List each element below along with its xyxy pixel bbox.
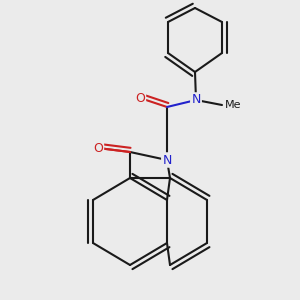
Text: Me: Me [225, 100, 242, 110]
Text: N: N [162, 154, 172, 166]
Text: N: N [191, 94, 201, 106]
Text: O: O [93, 142, 103, 154]
Text: O: O [135, 92, 145, 104]
